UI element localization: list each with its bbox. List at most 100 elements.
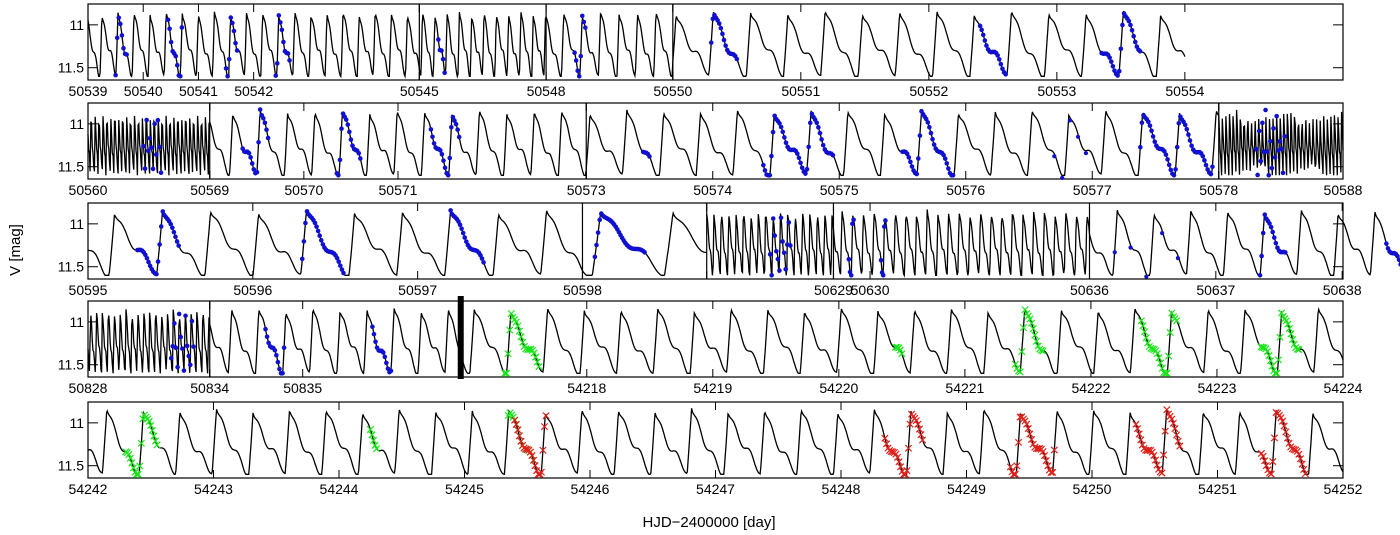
data-point bbox=[448, 208, 453, 213]
data-point bbox=[927, 124, 932, 130]
data-point bbox=[906, 155, 912, 160]
data-point bbox=[917, 133, 923, 138]
data-point bbox=[460, 230, 466, 236]
data-point bbox=[146, 259, 151, 265]
data-point bbox=[1003, 72, 1008, 77]
x-tick-label: 50560 bbox=[69, 182, 108, 198]
data-point bbox=[1112, 250, 1117, 255]
data-point bbox=[226, 56, 232, 62]
data-point bbox=[804, 166, 810, 172]
data-point bbox=[149, 145, 154, 150]
data-point bbox=[998, 61, 1004, 67]
model-light-curve bbox=[87, 11, 420, 79]
data-point bbox=[481, 260, 486, 265]
data-point bbox=[430, 134, 435, 140]
data-point bbox=[772, 233, 778, 238]
data-point bbox=[803, 171, 808, 176]
green-cross-points bbox=[122, 411, 161, 478]
data-point bbox=[1060, 175, 1065, 180]
data-point bbox=[453, 121, 459, 127]
time-segment: 50539 50540 50541 50542 50545 bbox=[69, 4, 439, 99]
data-point bbox=[788, 243, 793, 248]
data-point bbox=[1257, 272, 1263, 278]
data-point bbox=[576, 73, 582, 79]
model-light-curve bbox=[672, 10, 1186, 77]
data-point bbox=[428, 127, 434, 132]
data-point bbox=[982, 38, 988, 43]
data-point bbox=[762, 168, 768, 173]
data-point bbox=[942, 156, 948, 161]
x-tick-label: 54247 bbox=[696, 481, 735, 497]
red-cross-points bbox=[1006, 413, 1058, 478]
data-point bbox=[301, 239, 307, 244]
data-point bbox=[334, 255, 340, 261]
data-point bbox=[1163, 152, 1169, 157]
x-tick-label: 50629 bbox=[814, 282, 853, 298]
data-point bbox=[720, 31, 725, 37]
data-point bbox=[830, 152, 836, 158]
data-point bbox=[233, 40, 238, 46]
data-point bbox=[1126, 18, 1132, 24]
data-point bbox=[174, 62, 180, 68]
data-point bbox=[909, 164, 915, 169]
model-light-curve bbox=[832, 209, 1091, 278]
data-point bbox=[573, 58, 579, 63]
data-point bbox=[1187, 138, 1193, 143]
y-tick-label: 11.5 bbox=[58, 259, 84, 275]
data-point bbox=[1147, 123, 1153, 128]
data-point bbox=[440, 56, 446, 62]
data-point bbox=[176, 243, 181, 248]
data-point bbox=[257, 107, 263, 112]
x-tick-label: 50578 bbox=[1199, 182, 1238, 198]
data-point bbox=[1149, 128, 1154, 134]
data-point bbox=[1253, 146, 1259, 152]
data-point bbox=[1203, 162, 1209, 168]
y-axis-title: V [mag] bbox=[7, 224, 24, 276]
green-cross-points bbox=[501, 310, 543, 377]
data-point bbox=[336, 172, 341, 178]
data-point bbox=[1171, 172, 1177, 178]
data-point bbox=[1168, 167, 1174, 173]
x-tick-label: 54246 bbox=[571, 481, 610, 497]
green-cross-points bbox=[1011, 306, 1047, 376]
data-point bbox=[339, 267, 345, 272]
data-point bbox=[814, 120, 820, 126]
data-point bbox=[264, 127, 269, 133]
data-point bbox=[583, 25, 588, 30]
data-point bbox=[1166, 162, 1172, 168]
data-point bbox=[371, 331, 377, 337]
y-tick-label: 11.5 bbox=[58, 458, 84, 474]
data-point bbox=[299, 256, 305, 262]
data-point bbox=[1152, 139, 1158, 145]
data-point bbox=[1174, 144, 1180, 150]
model-light-curve bbox=[87, 115, 211, 176]
data-point bbox=[1210, 164, 1215, 170]
x-tick-label: 50834 bbox=[190, 380, 229, 396]
data-point bbox=[121, 45, 126, 51]
time-segment: 50548 bbox=[418, 4, 566, 99]
data-point bbox=[144, 117, 149, 123]
data-point bbox=[1115, 73, 1120, 78]
data-point bbox=[1068, 118, 1073, 123]
x-tick-label: 50570 bbox=[284, 182, 323, 198]
data-point bbox=[944, 161, 950, 166]
data-point bbox=[946, 166, 951, 171]
data-point bbox=[356, 150, 362, 156]
data-point bbox=[769, 272, 774, 278]
data-point bbox=[277, 366, 282, 372]
time-segment: 50560 50569 bbox=[69, 103, 229, 198]
panel-frame bbox=[87, 3, 1344, 81]
x-tick-label: 50595 bbox=[69, 282, 108, 298]
green-cross-points bbox=[891, 343, 906, 358]
data-point bbox=[996, 57, 1002, 62]
data-point bbox=[457, 222, 463, 228]
data-point bbox=[116, 15, 122, 20]
data-point bbox=[338, 263, 343, 268]
data-point bbox=[647, 154, 652, 159]
data-point bbox=[721, 37, 727, 43]
data-point bbox=[382, 354, 388, 360]
data-point bbox=[880, 272, 886, 278]
data-point bbox=[261, 116, 266, 121]
data-point bbox=[189, 318, 195, 324]
y-tick-label: 11 bbox=[69, 415, 84, 431]
